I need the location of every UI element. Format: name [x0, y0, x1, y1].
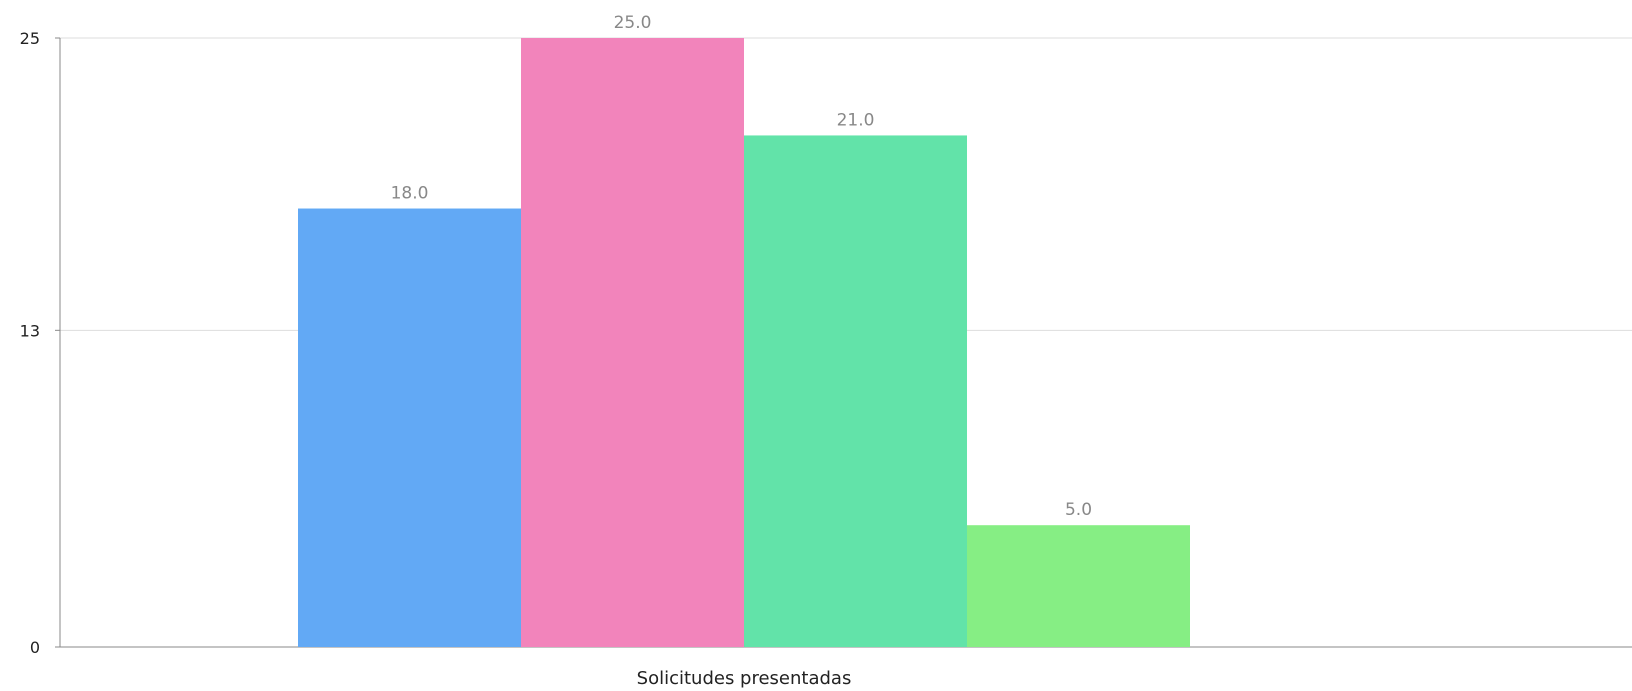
- bar: [298, 208, 521, 647]
- y-tick-label: 25: [20, 29, 40, 48]
- data-labels: 18.0 25.0 21.0 5.0: [391, 13, 1092, 520]
- bar: [521, 38, 744, 647]
- bar: [967, 525, 1190, 647]
- y-tick-labels: 0 13 25: [20, 29, 60, 657]
- bars: [298, 38, 1190, 647]
- y-tick-label: 0: [30, 638, 40, 657]
- bar-value-label: 25.0: [614, 13, 652, 33]
- bar-value-label: 18.0: [391, 184, 429, 204]
- bar-value-label: 21.0: [837, 110, 875, 130]
- x-category-labels: Solicitudes presentadas: [637, 668, 852, 689]
- bar: [744, 135, 967, 647]
- x-category-label: Solicitudes presentadas: [637, 668, 852, 689]
- y-tick-label: 13: [20, 321, 40, 340]
- bar-value-label: 5.0: [1065, 500, 1092, 520]
